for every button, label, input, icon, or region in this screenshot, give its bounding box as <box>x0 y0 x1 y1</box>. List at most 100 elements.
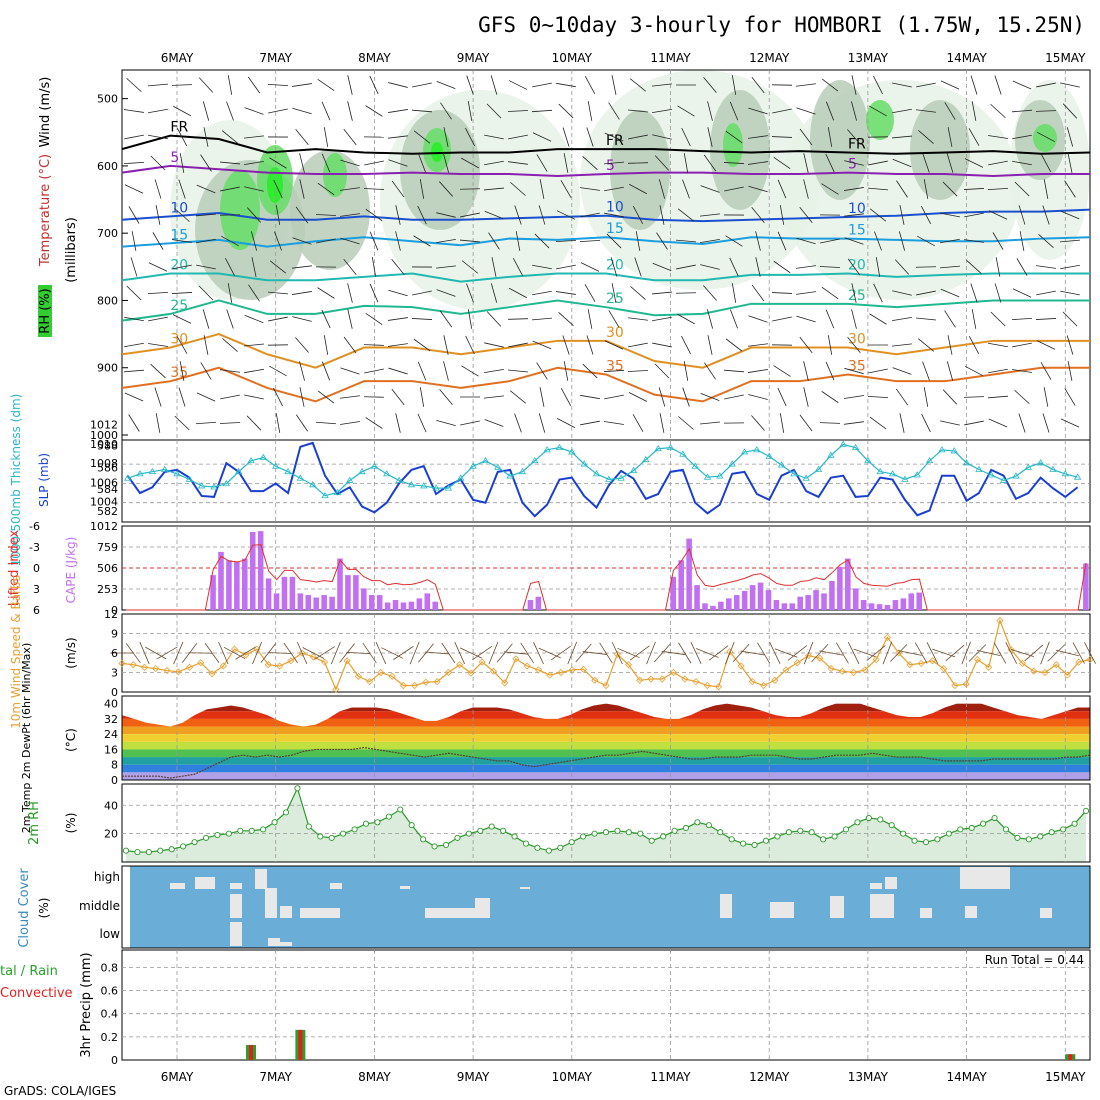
wind-barb <box>580 187 600 191</box>
wind-barb <box>179 153 185 173</box>
wind-barb <box>221 130 239 144</box>
rh2m-point <box>717 829 724 836</box>
wind-barb <box>652 134 672 140</box>
thickness-point <box>901 475 909 482</box>
wind10-point <box>152 665 160 673</box>
rh2m-point <box>671 827 678 834</box>
wind-barb <box>148 83 168 87</box>
cloud-level-label: high <box>94 870 120 884</box>
wind-barb <box>1064 388 1076 406</box>
isotherm-label: FR <box>848 136 866 152</box>
wind-barb <box>825 361 835 381</box>
rh2m-ytick-label: 40 <box>104 799 118 812</box>
rh2m-ytick-label: 20 <box>104 828 118 841</box>
wind-barb <box>443 153 449 173</box>
wind-barb <box>531 109 553 113</box>
wind-barb <box>604 340 624 350</box>
thickness-ytick-label: 582 <box>97 505 118 518</box>
wind-barb <box>1040 362 1052 380</box>
thickness-point <box>1073 473 1082 480</box>
wind10-point <box>737 662 745 670</box>
wind-barb <box>395 231 401 251</box>
thickness-point <box>753 446 761 453</box>
wind-barb <box>703 285 717 301</box>
rh2m-point <box>785 829 792 836</box>
wind-barb <box>436 419 456 427</box>
wind-barb <box>248 284 260 302</box>
wind10-point <box>185 663 194 671</box>
date-axis-bottom: 6MAY 7MAY 8MAY 9MAY 10MAY 11MAY 12MAY 13MAY 14MA… <box>161 1070 1086 1084</box>
wind-barb <box>507 318 529 320</box>
cloud-patch <box>195 877 215 889</box>
wind-barb <box>894 259 910 275</box>
wind-barb <box>773 156 791 170</box>
wind-barb <box>490 283 498 303</box>
wind-barb <box>343 258 357 276</box>
wind-barb <box>246 415 262 431</box>
rh2m-point <box>980 820 987 827</box>
wind-barb <box>172 105 192 117</box>
wind-barb <box>558 103 574 119</box>
wind-barb <box>723 162 745 164</box>
rh-legend-swatch <box>38 285 52 337</box>
cape-ytick-label: 1012 <box>90 520 118 533</box>
wind-barb <box>1062 311 1078 327</box>
wind-barb <box>971 309 977 329</box>
wind-barb <box>748 343 768 347</box>
wind-barb <box>796 107 816 115</box>
wind10-barb <box>441 642 456 664</box>
wind-barb <box>436 265 456 269</box>
isotherm-label: 35 <box>606 358 624 374</box>
wind-barb <box>604 394 624 400</box>
wind10-barb <box>302 647 325 659</box>
precip-conv-bar <box>298 1029 303 1060</box>
wind10-point <box>377 668 385 677</box>
wind-barb <box>227 75 233 95</box>
wind-barb <box>562 335 570 355</box>
precip-ytick-label: 0.8 <box>101 961 119 974</box>
wind10-barb <box>811 643 829 663</box>
wind10-point <box>838 667 846 675</box>
wind-barb <box>267 84 289 86</box>
rh2m-point <box>968 824 975 832</box>
wind-barb <box>869 105 887 117</box>
rh2m-legend-label: 2m RH <box>27 801 42 845</box>
wind-barb <box>174 208 190 222</box>
wind10-point <box>872 655 880 664</box>
wind-barb <box>484 342 504 348</box>
wind-barb <box>465 127 475 147</box>
wind-barb <box>296 414 308 432</box>
wind-barb <box>994 283 1002 303</box>
wind-barb <box>874 231 882 251</box>
wind-barb <box>1038 234 1054 248</box>
wind-barb <box>418 153 426 173</box>
wind-barb <box>148 262 168 272</box>
wind10-point <box>1052 661 1060 669</box>
wind-barb <box>963 188 985 190</box>
wind-barb <box>604 212 624 218</box>
isotherm-label: 5 <box>848 157 857 173</box>
precip-conv-legend: Convective <box>0 986 73 1001</box>
wind-barb <box>227 283 233 303</box>
wind10-barb <box>932 648 956 658</box>
wind10-point <box>681 675 689 683</box>
wind-barb <box>363 188 385 190</box>
rh2m-point <box>511 833 518 840</box>
wind-barb <box>292 265 312 269</box>
wind10-barb <box>381 647 404 659</box>
wind-barb <box>510 182 526 196</box>
wind-barb <box>321 309 331 329</box>
rh2m-point <box>991 814 998 822</box>
cloud-patch <box>280 906 292 918</box>
wind-barb <box>244 160 264 166</box>
wind10-ytick-label: 3 <box>111 667 118 680</box>
wind-barb <box>461 157 479 169</box>
wind-barb <box>538 205 546 225</box>
wind10-point <box>748 678 756 686</box>
wind-barb <box>923 179 929 199</box>
wind-barb <box>994 75 1002 95</box>
wind-barb <box>244 394 264 400</box>
wind-barb <box>391 259 405 275</box>
wind-barb <box>921 205 931 225</box>
wind-barb <box>940 288 960 298</box>
